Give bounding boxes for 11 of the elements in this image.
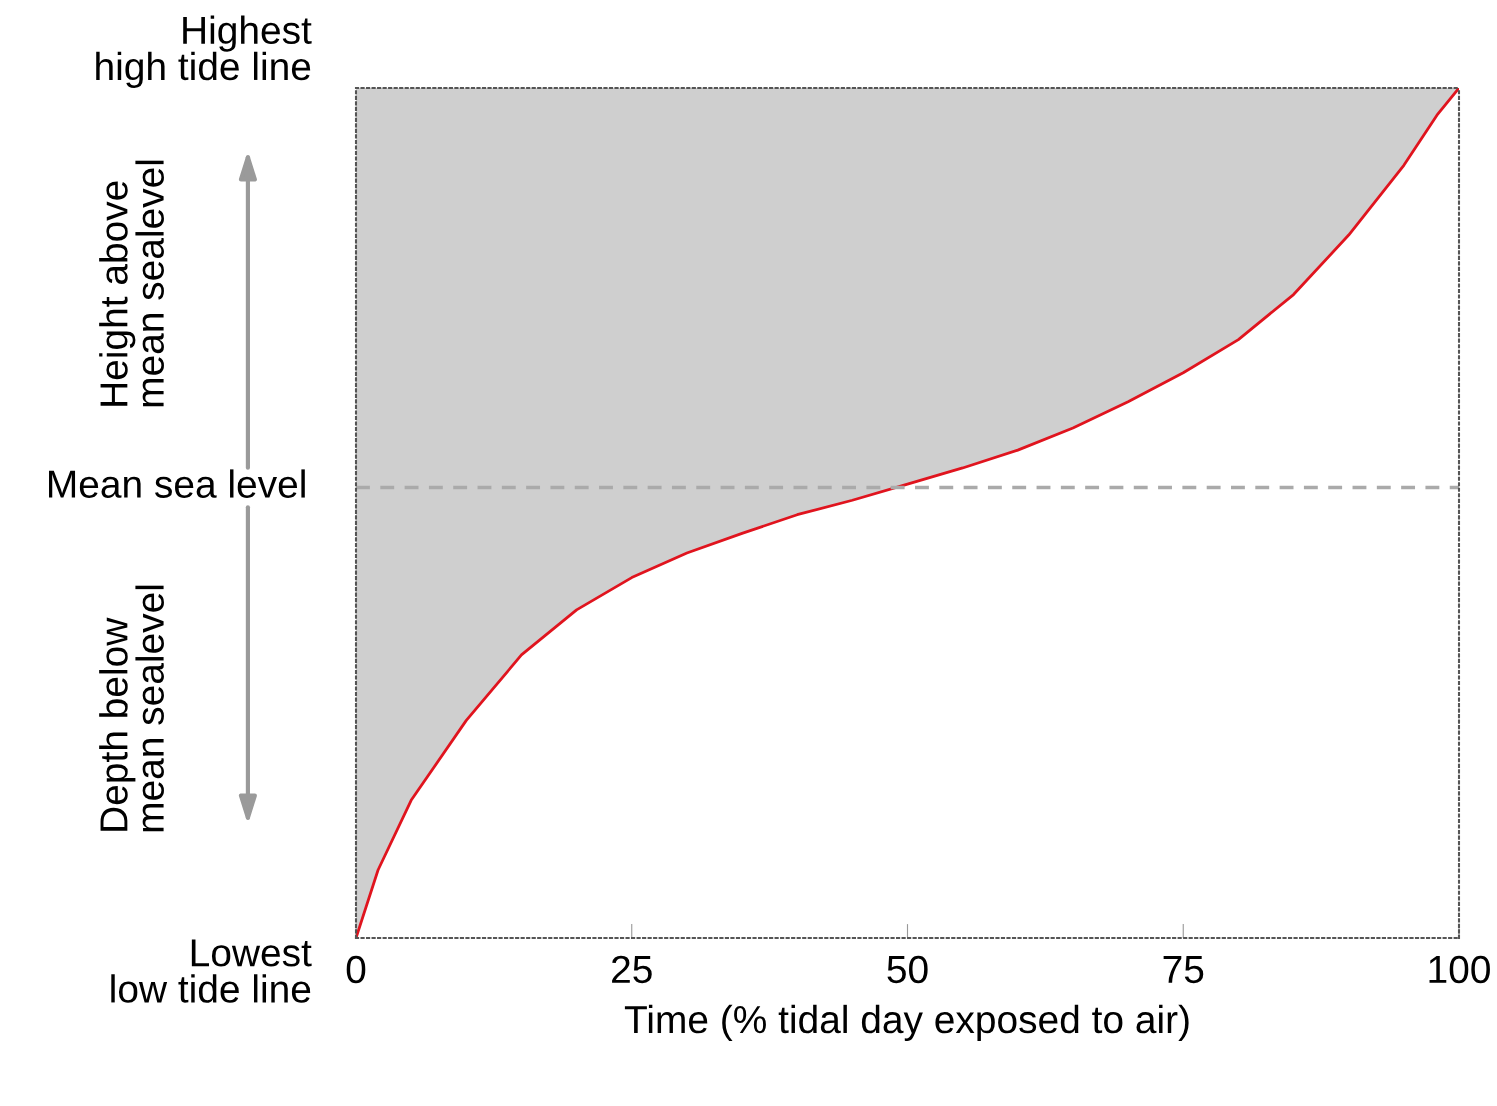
x-tick-label: 25 — [612, 955, 652, 984]
x-axis-title: Time (% tidal day exposed to air) — [624, 1004, 1189, 1042]
ref-line-label: Mean sea level — [49, 469, 305, 498]
x-tick-label: 50 — [887, 955, 928, 984]
text: Highest high tide line — [96, 15, 312, 88]
x-tick-label: 0 — [346, 955, 366, 984]
text: Lowest low tide line — [111, 939, 312, 1003]
text: Height above mean sealevel — [99, 160, 164, 407]
x-tick-label: 75 — [1163, 956, 1204, 984]
text: Depth below mean sealevel — [99, 585, 164, 832]
x-tick-label: 100 — [1429, 955, 1490, 984]
